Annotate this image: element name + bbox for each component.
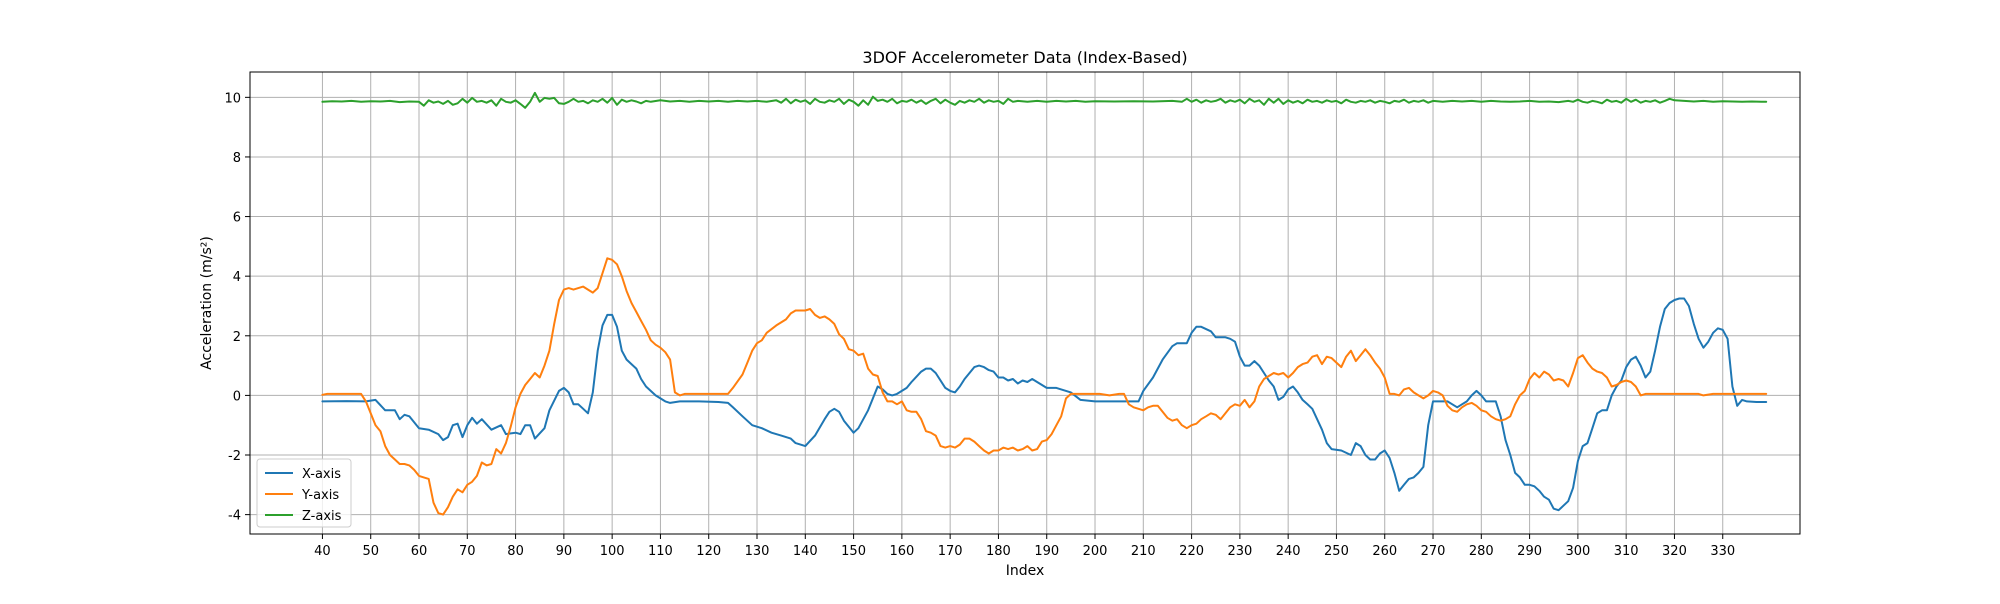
x-tick-label: 290 xyxy=(1517,544,1542,559)
x-tick-label: 50 xyxy=(362,544,379,559)
x-tick-label: 260 xyxy=(1372,544,1397,559)
x-axis-ticks: 40 50 60 70 80 90 100 110 120 130 140 150 160 170 180 1… xyxy=(314,534,1735,559)
x-tick-label: 80 xyxy=(507,544,524,559)
x-tick-label: 160 xyxy=(889,544,914,559)
legend: X-axis Y-axis Z-axis xyxy=(256,458,352,528)
y-tick-label: 10 xyxy=(224,91,241,106)
x-tick-label: 140 xyxy=(793,544,818,559)
x-tick-label: 270 xyxy=(1421,544,1446,559)
y-tick-label: 2 xyxy=(233,330,241,345)
x-tick-label: 230 xyxy=(1227,544,1252,559)
y-tick-label: 4 xyxy=(233,270,241,285)
x-tick-label: 320 xyxy=(1662,544,1687,559)
y-tick-label: 6 xyxy=(233,211,241,226)
legend-box xyxy=(256,458,352,528)
x-tick-label: 310 xyxy=(1614,544,1639,559)
x-tick-label: 70 xyxy=(459,544,476,559)
x-tick-label: 220 xyxy=(1179,544,1204,559)
series-line-x-axis xyxy=(321,297,1768,512)
series-layer xyxy=(321,91,1768,516)
x-tick-label: 210 xyxy=(1131,544,1156,559)
x-tick-label: 110 xyxy=(648,544,673,559)
x-tick-label: 150 xyxy=(841,544,866,559)
plot-area-frame xyxy=(249,71,1801,535)
x-axis-label: Index xyxy=(1006,563,1045,579)
x-tick-label: 40 xyxy=(314,544,331,559)
x-tick-label: 170 xyxy=(938,544,963,559)
x-tick-label: 280 xyxy=(1469,544,1494,559)
legend-label-x-axis: X-axis xyxy=(302,467,341,482)
y-axis-ticks: -4 -2 0 2 4 6 8 10 xyxy=(224,91,250,524)
x-tick-label: 120 xyxy=(696,544,721,559)
series-line-y-axis xyxy=(321,257,1768,516)
x-tick-label: 90 xyxy=(556,544,573,559)
x-tick-label: 130 xyxy=(745,544,770,559)
series-line-z-axis xyxy=(321,91,1768,109)
y-tick-label: 8 xyxy=(233,151,241,166)
legend-label-y-axis: Y-axis xyxy=(301,488,339,503)
x-tick-label: 250 xyxy=(1324,544,1349,559)
y-axis-label: Acceleration (m/s²) xyxy=(199,236,215,370)
x-tick-label: 300 xyxy=(1565,544,1590,559)
x-tick-label: 240 xyxy=(1276,544,1301,559)
x-tick-label: 100 xyxy=(600,544,625,559)
y-tick-label: 0 xyxy=(233,389,241,404)
legend-label-z-axis: Z-axis xyxy=(302,509,342,524)
chart-title: 3DOF Accelerometer Data (Index-Based) xyxy=(862,48,1187,67)
x-tick-label: 190 xyxy=(1034,544,1059,559)
y-tick-label: -2 xyxy=(228,449,241,464)
y-tick-label: -4 xyxy=(228,509,241,524)
x-tick-label: 200 xyxy=(1083,544,1108,559)
x-tick-label: 330 xyxy=(1710,544,1735,559)
x-tick-label: 60 xyxy=(411,544,428,559)
x-tick-label: 180 xyxy=(986,544,1011,559)
grid-layer xyxy=(250,72,1800,534)
